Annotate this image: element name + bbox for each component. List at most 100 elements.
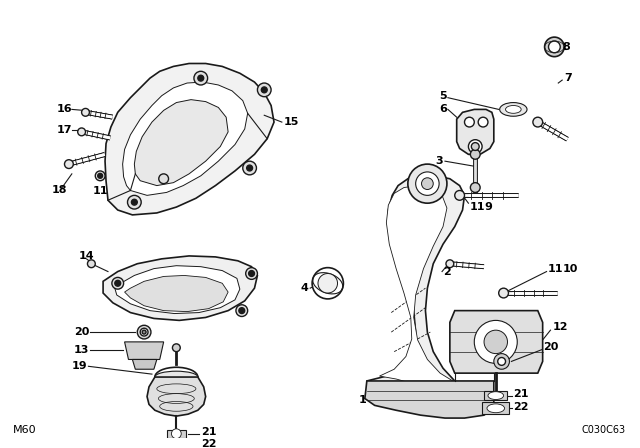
Circle shape [499,288,508,298]
Polygon shape [365,381,494,418]
Circle shape [159,174,168,184]
Circle shape [131,199,137,205]
Circle shape [408,164,447,203]
Polygon shape [166,430,186,438]
Text: 18: 18 [51,185,67,195]
Circle shape [465,117,474,127]
Circle shape [548,41,560,53]
Ellipse shape [500,103,527,116]
Circle shape [95,171,105,181]
Polygon shape [380,185,469,396]
Circle shape [415,172,439,195]
Polygon shape [367,176,489,405]
Circle shape [88,260,95,267]
Text: 20: 20 [543,342,558,352]
Text: 22: 22 [201,439,216,448]
Circle shape [478,117,488,127]
Polygon shape [123,82,248,195]
Circle shape [422,178,433,190]
Polygon shape [166,439,187,448]
Ellipse shape [487,404,504,413]
Polygon shape [147,377,205,416]
Text: C030C63: C030C63 [582,425,626,435]
Circle shape [470,183,480,193]
Circle shape [194,71,207,85]
Polygon shape [115,266,240,314]
Text: M60: M60 [13,425,37,435]
Polygon shape [132,359,157,369]
Circle shape [246,165,253,171]
Polygon shape [134,99,228,185]
Circle shape [198,75,204,81]
Circle shape [545,37,564,56]
Polygon shape [103,256,257,320]
Circle shape [261,87,267,93]
Circle shape [318,274,337,293]
Text: 16: 16 [57,104,73,114]
Circle shape [257,83,271,97]
Text: 6: 6 [439,104,447,114]
Ellipse shape [155,371,198,383]
Polygon shape [482,402,509,414]
Circle shape [533,117,543,127]
Circle shape [243,161,257,175]
Ellipse shape [506,105,521,113]
Text: 13: 13 [74,345,89,355]
Text: 19: 19 [72,361,88,371]
Polygon shape [105,64,274,215]
Text: 4: 4 [300,283,308,293]
Circle shape [112,277,124,289]
Circle shape [468,140,482,153]
Text: 2: 2 [443,267,451,276]
Circle shape [140,328,148,336]
Text: 10: 10 [562,263,577,274]
Text: 20: 20 [74,327,89,337]
Polygon shape [450,310,543,373]
Ellipse shape [170,440,183,448]
Circle shape [312,267,344,299]
Text: 14: 14 [79,251,94,261]
Circle shape [246,267,257,280]
Text: 11: 11 [469,202,485,212]
Text: 8: 8 [562,42,570,52]
Text: 12: 12 [552,322,568,332]
Polygon shape [484,391,508,401]
Circle shape [236,305,248,316]
Polygon shape [125,276,228,312]
Text: 3: 3 [435,156,443,166]
Circle shape [172,344,180,352]
Polygon shape [457,109,494,154]
Circle shape [115,280,121,286]
Circle shape [98,173,102,178]
Text: 11: 11 [92,186,108,197]
Circle shape [172,429,181,439]
Circle shape [470,150,480,159]
Circle shape [494,353,509,369]
Text: 5: 5 [439,91,447,101]
Text: 17: 17 [57,125,73,135]
Circle shape [474,320,517,363]
Text: 21: 21 [201,427,216,437]
Circle shape [65,159,74,168]
Circle shape [127,195,141,209]
Text: 11: 11 [548,263,563,274]
Circle shape [81,108,90,116]
Circle shape [137,325,151,339]
Circle shape [77,128,86,136]
Text: 22: 22 [513,402,529,412]
Circle shape [498,358,506,365]
Text: 7: 7 [564,73,572,83]
Text: 1: 1 [359,396,367,405]
Circle shape [248,271,255,276]
Text: 21: 21 [513,389,529,399]
Circle shape [471,142,479,151]
Text: 15: 15 [284,117,299,127]
Text: 9: 9 [484,202,492,212]
Circle shape [446,260,454,267]
Ellipse shape [488,392,504,400]
Polygon shape [125,342,164,359]
Circle shape [455,190,465,200]
Circle shape [239,308,244,314]
Circle shape [484,330,508,353]
Circle shape [142,330,146,334]
